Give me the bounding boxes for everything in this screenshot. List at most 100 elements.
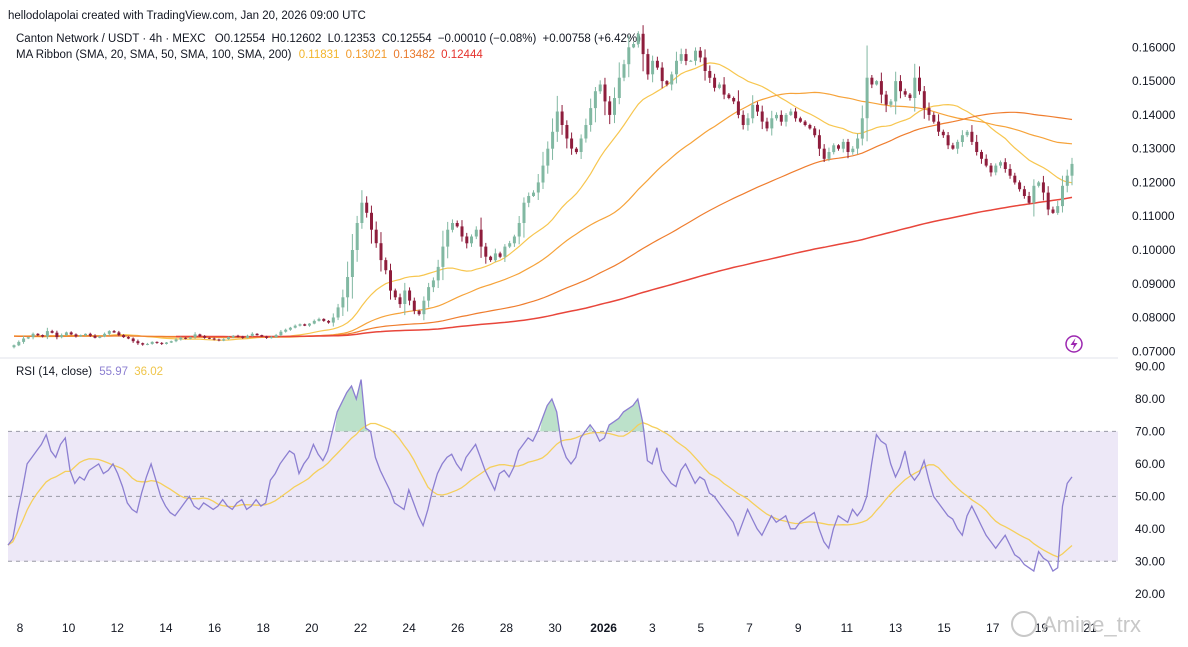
candle-body	[627, 47, 631, 65]
candle-body	[169, 341, 173, 343]
candle-body	[498, 253, 502, 257]
candle-body	[1027, 196, 1031, 203]
candle-body	[489, 256, 493, 261]
candle-body	[88, 333, 92, 336]
ohlc-high: H0.12602	[272, 33, 322, 45]
symbol-info: Canton Network / USDT · 4h · MEXC O0.125…	[16, 33, 641, 45]
candle-body	[918, 77, 921, 92]
time-tick-label: 13	[889, 621, 903, 635]
candle-body	[408, 290, 412, 301]
candle-body	[107, 331, 111, 334]
candle-body	[241, 336, 245, 338]
candle-body	[746, 118, 750, 126]
candle-body	[803, 121, 807, 125]
candle-body	[856, 138, 860, 149]
time-tick-label: 22	[354, 621, 368, 635]
sma100-value: 0.13482	[393, 49, 435, 61]
candle-body	[346, 277, 350, 298]
candle-body	[832, 145, 836, 153]
rsi-label: RSI (14, close)	[16, 366, 92, 378]
candle-body	[665, 81, 669, 85]
candle-body	[837, 145, 840, 149]
candle-body	[927, 108, 931, 115]
ohlc-change: −0.00010 (−0.08%)	[438, 33, 537, 45]
candle-body	[22, 338, 26, 342]
candle-body	[922, 91, 926, 109]
candle-body	[398, 297, 402, 305]
candle-body	[384, 260, 388, 271]
candle-body	[827, 152, 831, 159]
candle-body	[441, 246, 445, 267]
candle-body	[765, 121, 769, 129]
candle-body	[598, 84, 602, 92]
candle-body	[684, 54, 688, 61]
time-tick-label: 16	[208, 621, 222, 635]
candle-body	[236, 335, 240, 337]
rsi-tick-label: 80.00	[1135, 392, 1165, 406]
candle-body	[965, 131, 969, 136]
candle-body	[317, 318, 321, 321]
rsi-value: 55.97	[99, 366, 128, 378]
candle-body	[360, 202, 364, 223]
time-tick-label: 2026	[590, 621, 617, 635]
candle-body	[126, 337, 130, 339]
time-tick-label: 12	[111, 621, 125, 635]
candle-body	[651, 60, 655, 75]
candle-body	[1008, 168, 1012, 176]
candle-body	[112, 331, 116, 333]
candle-body	[889, 101, 893, 105]
lightning-icon[interactable]	[1065, 335, 1083, 353]
candle-body	[184, 337, 188, 339]
sma100-line	[13, 111, 1073, 338]
candle-body	[899, 81, 902, 92]
candle-body	[789, 111, 793, 115]
candle-body	[179, 337, 183, 340]
candle-body	[50, 331, 54, 333]
time-tick-label: 3	[649, 621, 656, 635]
rsi-tick-label: 90.00	[1135, 360, 1165, 374]
candle-body	[327, 320, 331, 323]
rsi-tick-label: 50.00	[1135, 489, 1165, 503]
candle-body	[970, 131, 974, 142]
candle-body	[122, 335, 126, 338]
ma-ribbon-label: MA Ribbon (SMA, 20, SMA, 50, SMA, 100, S…	[16, 49, 292, 61]
sma20-value: 0.11831	[299, 49, 340, 61]
candle-body	[1046, 192, 1050, 210]
rsi-tick-label: 40.00	[1135, 522, 1165, 536]
candle-body	[255, 333, 259, 336]
candle-body	[655, 60, 659, 68]
candle-body	[74, 334, 78, 337]
candle-body	[808, 125, 812, 129]
candle-body	[1061, 185, 1064, 207]
candle-body	[417, 310, 421, 315]
candle-body	[751, 104, 755, 119]
candle-body	[288, 327, 292, 330]
candle-body	[813, 128, 817, 136]
time-tick-label: 30	[548, 621, 562, 635]
candle-body	[203, 336, 207, 338]
candle-body	[570, 138, 574, 149]
time-axis: 8 10 12 14 16 18 20 22 24 26 28 30 2026 3 5 7 9 11 13 15 17 1…	[17, 621, 1097, 635]
candle-body	[1051, 209, 1055, 213]
candle-body	[698, 50, 702, 58]
ma-ribbon-legend: MA Ribbon (SMA, 20, SMA, 50, SMA, 100, S…	[16, 49, 483, 61]
time-tick-label: 7	[746, 621, 753, 635]
watermark-logo-icon	[1011, 611, 1037, 637]
candle-body	[155, 341, 159, 343]
price-tick-label: 0.08000	[1132, 311, 1176, 325]
candle-body	[331, 317, 335, 323]
time-tick-label: 14	[159, 621, 173, 635]
price-tick-label: 0.11000	[1132, 209, 1175, 223]
rsi-overbought-fill	[334, 379, 369, 432]
candle-body	[350, 250, 354, 277]
watermark: Amine_trx	[1011, 611, 1141, 637]
candle-body	[174, 339, 178, 342]
candle-body	[322, 318, 326, 321]
candle-body	[45, 331, 49, 337]
candle-body	[207, 337, 211, 339]
candle-body	[60, 335, 64, 338]
candle-body	[160, 342, 164, 344]
candle-body	[231, 335, 235, 338]
rsi-overbought-fill	[587, 424, 593, 432]
candle-body	[608, 101, 612, 115]
